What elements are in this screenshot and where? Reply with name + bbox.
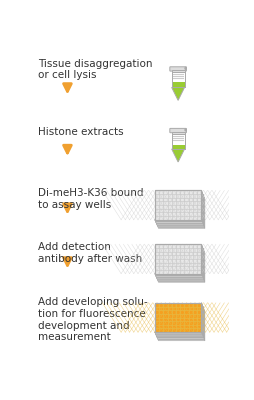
- Polygon shape: [201, 244, 203, 279]
- Polygon shape: [201, 244, 204, 282]
- Polygon shape: [201, 244, 203, 280]
- Polygon shape: [201, 190, 203, 227]
- Polygon shape: [201, 244, 202, 277]
- Bar: [171, 72, 184, 88]
- Polygon shape: [154, 220, 203, 227]
- Polygon shape: [154, 274, 203, 279]
- Bar: [171, 70, 184, 72]
- Polygon shape: [201, 303, 203, 337]
- Polygon shape: [171, 149, 184, 162]
- Polygon shape: [154, 332, 203, 337]
- Polygon shape: [201, 303, 203, 339]
- Polygon shape: [154, 274, 201, 275]
- Polygon shape: [154, 220, 202, 223]
- Polygon shape: [154, 220, 201, 222]
- Polygon shape: [154, 332, 201, 334]
- Polygon shape: [154, 332, 202, 336]
- Polygon shape: [171, 88, 184, 100]
- Bar: [171, 144, 184, 145]
- Polygon shape: [154, 244, 201, 274]
- Polygon shape: [201, 190, 203, 225]
- Polygon shape: [201, 303, 204, 341]
- Polygon shape: [154, 303, 201, 332]
- Bar: [171, 80, 184, 82]
- Polygon shape: [154, 274, 203, 280]
- Text: Histone extracts: Histone extracts: [38, 126, 123, 136]
- Bar: [171, 132, 184, 134]
- Polygon shape: [154, 220, 204, 228]
- Polygon shape: [154, 332, 203, 339]
- Bar: [171, 72, 184, 88]
- Polygon shape: [201, 190, 204, 228]
- Text: Add detection
antibody after wash: Add detection antibody after wash: [38, 242, 141, 264]
- Bar: [171, 145, 184, 149]
- Circle shape: [184, 68, 185, 69]
- Polygon shape: [154, 190, 201, 220]
- Text: Di-meH3-K36 bound
to assay wells: Di-meH3-K36 bound to assay wells: [38, 188, 143, 210]
- Text: Add developing solu-
tion for fluorescence
development and
measurement: Add developing solu- tion for fluorescen…: [38, 298, 147, 342]
- Polygon shape: [201, 190, 202, 223]
- Polygon shape: [154, 274, 202, 277]
- FancyBboxPatch shape: [169, 67, 186, 71]
- Polygon shape: [154, 220, 203, 225]
- Bar: [171, 134, 184, 149]
- FancyBboxPatch shape: [169, 128, 186, 133]
- Polygon shape: [154, 332, 204, 341]
- Bar: [171, 82, 184, 88]
- Text: Tissue disaggregation
or cell lysis: Tissue disaggregation or cell lysis: [38, 59, 152, 80]
- Polygon shape: [201, 303, 202, 336]
- Circle shape: [184, 129, 185, 131]
- Polygon shape: [154, 274, 204, 282]
- Bar: [171, 134, 184, 149]
